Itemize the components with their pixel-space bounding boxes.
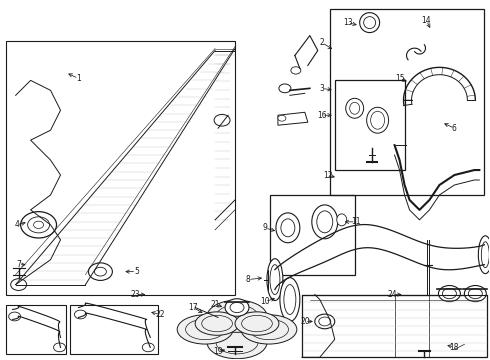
Polygon shape — [278, 112, 308, 125]
Ellipse shape — [267, 259, 283, 301]
Circle shape — [230, 302, 244, 312]
Ellipse shape — [481, 242, 490, 268]
Ellipse shape — [241, 315, 297, 344]
Ellipse shape — [207, 300, 267, 332]
Circle shape — [291, 67, 301, 74]
Ellipse shape — [216, 305, 258, 328]
Circle shape — [11, 279, 26, 291]
Ellipse shape — [177, 315, 233, 344]
Ellipse shape — [202, 315, 232, 332]
Ellipse shape — [235, 312, 279, 335]
Ellipse shape — [367, 107, 389, 133]
Text: 13: 13 — [343, 18, 352, 27]
Circle shape — [89, 263, 112, 280]
Bar — [6, 41, 235, 294]
Ellipse shape — [350, 102, 360, 114]
Ellipse shape — [249, 319, 289, 340]
Ellipse shape — [207, 327, 267, 359]
Ellipse shape — [270, 265, 280, 294]
Text: 4: 4 — [14, 220, 19, 229]
Circle shape — [34, 221, 44, 229]
Circle shape — [74, 310, 86, 319]
Text: 11: 11 — [351, 217, 361, 226]
Circle shape — [53, 343, 66, 352]
Circle shape — [95, 267, 106, 276]
Ellipse shape — [216, 331, 258, 354]
Ellipse shape — [281, 219, 295, 237]
Bar — [335, 80, 405, 170]
Ellipse shape — [242, 315, 272, 332]
Text: 6: 6 — [452, 124, 457, 133]
Bar — [270, 195, 355, 275]
Text: 10: 10 — [260, 297, 270, 306]
Text: 14: 14 — [422, 16, 431, 25]
Ellipse shape — [186, 319, 224, 340]
Circle shape — [465, 285, 486, 302]
Ellipse shape — [364, 17, 376, 28]
Circle shape — [142, 343, 154, 352]
Text: 1: 1 — [76, 74, 81, 83]
Circle shape — [214, 114, 230, 126]
Text: 17: 17 — [188, 303, 198, 312]
Ellipse shape — [478, 236, 490, 274]
Text: 8: 8 — [245, 275, 250, 284]
Circle shape — [442, 288, 456, 299]
Text: 22: 22 — [155, 310, 165, 319]
Text: 3: 3 — [319, 84, 324, 93]
Circle shape — [468, 288, 482, 299]
Circle shape — [439, 285, 461, 302]
Bar — [302, 294, 488, 357]
Text: 20: 20 — [300, 317, 310, 326]
Ellipse shape — [346, 98, 364, 118]
Text: 18: 18 — [450, 343, 459, 352]
Bar — [6, 305, 66, 354]
Ellipse shape — [280, 278, 300, 321]
Circle shape — [279, 84, 291, 93]
Ellipse shape — [370, 111, 385, 129]
Text: 7: 7 — [16, 260, 21, 269]
Ellipse shape — [337, 214, 347, 226]
Circle shape — [225, 299, 249, 316]
Ellipse shape — [195, 312, 239, 335]
Circle shape — [21, 212, 56, 238]
Text: 24: 24 — [388, 290, 397, 299]
Circle shape — [278, 115, 286, 121]
Text: 15: 15 — [395, 74, 404, 83]
Text: 16: 16 — [317, 111, 327, 120]
Circle shape — [27, 217, 49, 233]
Bar — [71, 305, 158, 354]
Ellipse shape — [360, 13, 380, 32]
Text: 2: 2 — [319, 38, 324, 47]
Circle shape — [315, 314, 335, 329]
Text: 23: 23 — [130, 290, 140, 299]
Text: 12: 12 — [323, 171, 333, 180]
Circle shape — [9, 312, 21, 321]
Text: 19: 19 — [213, 347, 223, 356]
Ellipse shape — [312, 205, 338, 239]
Ellipse shape — [284, 285, 296, 315]
Circle shape — [319, 317, 331, 326]
Ellipse shape — [317, 211, 333, 233]
Text: 5: 5 — [134, 267, 139, 276]
Text: 9: 9 — [263, 223, 268, 232]
Text: 21: 21 — [210, 300, 220, 309]
Ellipse shape — [276, 213, 300, 243]
Bar — [330, 9, 484, 195]
